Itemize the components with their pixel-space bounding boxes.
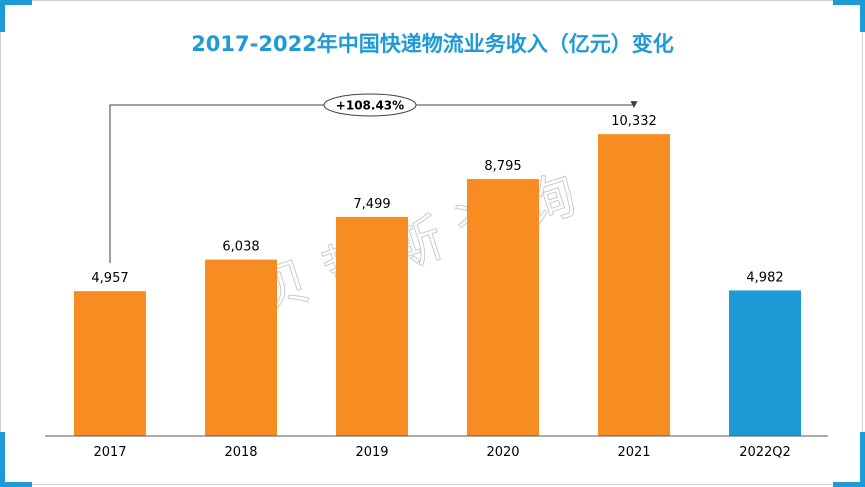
corner-accent-top-right xyxy=(860,0,865,32)
value-label-2017: 4,957 xyxy=(91,271,128,286)
value-label-2018: 6,038 xyxy=(222,240,259,255)
bar-2022Q2 xyxy=(729,290,801,436)
growth-arrowhead xyxy=(630,101,638,109)
corner-accent-top-left xyxy=(0,0,5,32)
x-tick-2022Q2: 2022Q2 xyxy=(739,445,791,460)
x-tick-2020: 2020 xyxy=(486,445,519,460)
x-tick-2018: 2018 xyxy=(224,445,257,460)
value-label-2021: 10,332 xyxy=(611,114,657,129)
corner-accent-bottom-left-h xyxy=(0,482,32,487)
x-tick-2021: 2021 xyxy=(617,445,650,460)
growth-annotation-text: +108.43% xyxy=(336,99,404,113)
chart-title: 2017-2022年中国快递物流业务收入（亿元）变化 xyxy=(191,32,674,56)
value-label-2020: 8,795 xyxy=(484,159,521,174)
corner-accent-top-right-h xyxy=(833,0,865,5)
bar-2021 xyxy=(598,134,670,436)
bar-2020 xyxy=(467,179,539,436)
x-tick-2019: 2019 xyxy=(355,445,388,460)
corner-accent-bottom-right-h xyxy=(833,482,865,487)
bar-2019 xyxy=(336,216,408,436)
value-label-2019: 7,499 xyxy=(353,197,390,212)
growth-badge xyxy=(323,93,417,117)
x-tick-2017: 2017 xyxy=(93,445,126,460)
bar-2017 xyxy=(74,291,146,436)
corner-accent-bottom-right xyxy=(860,432,865,487)
corner-accent-bottom-left xyxy=(0,432,5,487)
corner-accent-top-left-h xyxy=(0,0,32,5)
watermark-text: 贝哲斯咨询 xyxy=(249,159,600,324)
value-label-2022Q2: 4,982 xyxy=(746,270,783,285)
bar-2018 xyxy=(205,259,277,436)
